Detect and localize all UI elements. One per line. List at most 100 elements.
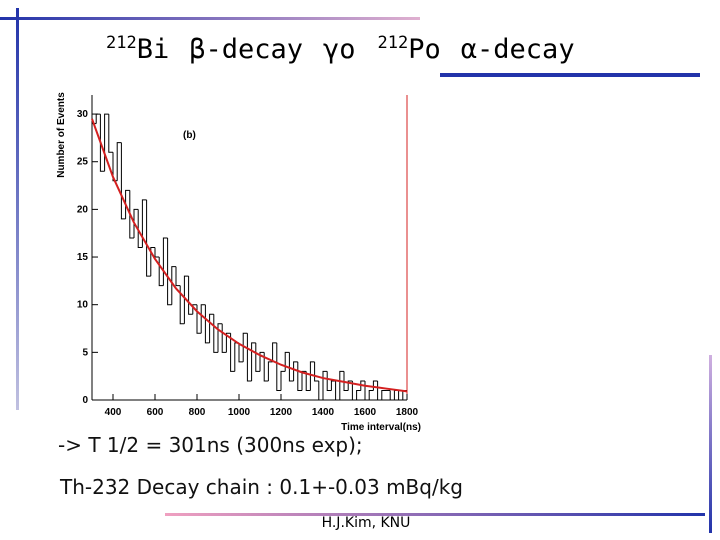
histogram-bin	[398, 390, 403, 401]
y-tick-label: 20	[77, 204, 89, 215]
histogram-bin	[389, 390, 395, 401]
histogram-bin	[120, 142, 126, 220]
histogram-bin	[238, 342, 244, 363]
title-sup: 212	[378, 33, 409, 53]
note-line: -> T 1/2 = 301ns (300ns exp);	[58, 433, 363, 457]
y-tick-label: 15	[77, 252, 89, 263]
histogram-bin	[137, 209, 143, 248]
histogram-bin	[150, 247, 155, 277]
histogram-bin	[188, 276, 193, 315]
histogram-bin	[179, 285, 185, 325]
title-part: Bi	[137, 34, 170, 65]
histogram-bin	[280, 370, 286, 391]
x-tick-label: 400	[105, 407, 122, 418]
histogram-bin	[196, 304, 202, 334]
slide-title: 212Bi β-decay γo 212Po α-decay	[106, 33, 575, 65]
histogram-bin	[339, 370, 344, 400]
chart: 0 5 10 15 20 25 30 400 600 800 1000 1200 1400 1600 180…	[56, 92, 421, 433]
histogram-bin	[297, 361, 302, 391]
y-tick-label: 0	[82, 395, 88, 406]
histogram-bin	[108, 114, 113, 153]
fit-curve	[91, 118, 408, 393]
histogram-bin	[372, 380, 378, 391]
histogram-bin	[213, 314, 218, 353]
annotation: (b)	[183, 130, 196, 141]
histogram-bin	[318, 380, 323, 401]
histogram-bin	[91, 123, 97, 400]
histogram-bin	[209, 313, 214, 343]
x-tick-label: 1000	[228, 407, 251, 418]
histogram-bin	[154, 247, 160, 258]
histogram-bin	[305, 371, 311, 391]
histogram-bin	[309, 361, 315, 391]
x-axis-label: Time interval(ns)	[341, 422, 421, 433]
footer: H.J.Kim, KNU	[322, 515, 411, 531]
histogram-bin	[221, 323, 227, 353]
decor-line	[440, 73, 700, 77]
decor-line	[709, 355, 712, 533]
histogram-bin	[272, 342, 277, 362]
histogram-bin	[225, 332, 231, 353]
histogram-bin	[314, 361, 319, 382]
histogram-bin	[364, 380, 370, 401]
title-part: β-decay	[189, 34, 303, 65]
y-tick-label: 5	[82, 347, 88, 358]
histogram-bin	[167, 237, 172, 306]
decor-line	[16, 8, 19, 410]
title-text: 212Bi β-decay γo 212Po α-decay	[106, 33, 575, 65]
histogram-bin	[162, 237, 168, 286]
histogram-bin	[242, 332, 248, 362]
histogram-bin	[217, 323, 223, 353]
x-tick-label: 1800	[396, 407, 419, 418]
histogram-bin	[263, 352, 269, 382]
x-tick-label: 600	[147, 407, 164, 418]
histogram-bin	[267, 361, 273, 381]
y-tick-label: 10	[77, 300, 89, 311]
histogram-bin	[116, 142, 122, 181]
histogram-bin	[335, 380, 340, 401]
histogram-bin	[246, 333, 252, 382]
y-axis-label: Number of Events	[56, 92, 67, 178]
histogram-bin	[171, 266, 176, 305]
histogram-bin	[234, 342, 239, 372]
histogram-bin	[230, 333, 235, 372]
histogram-bin	[322, 370, 328, 400]
histogram-bin	[175, 266, 181, 287]
histogram-bin	[125, 189, 130, 219]
histogram-bin	[204, 304, 210, 344]
histogram-bin	[293, 361, 298, 381]
histogram-bin	[377, 380, 382, 401]
histogram-bin	[146, 199, 151, 277]
histogram-bin	[259, 351, 265, 372]
histogram-bin	[381, 389, 386, 400]
decor-line	[0, 17, 420, 20]
x-tick-label: 1200	[270, 407, 293, 418]
histogram-bin	[288, 352, 294, 382]
y-tick-label: 25	[77, 157, 89, 168]
histogram-bin	[141, 199, 147, 248]
histogram-bin	[129, 190, 134, 239]
histogram-bin	[326, 371, 332, 391]
histogram-bin	[368, 389, 374, 400]
x-tick-label: 1600	[354, 407, 377, 418]
y-tick-label: 30	[77, 109, 89, 120]
histogram-bin	[95, 113, 101, 124]
histogram-bin	[393, 389, 399, 400]
note-line: Th-232 Decay chain : 0.1+-0.03 mBq/kg	[59, 475, 463, 499]
histogram-bin	[200, 304, 206, 334]
histogram-bin	[255, 342, 260, 372]
histogram-bin	[251, 342, 256, 381]
histogram-bin	[356, 389, 361, 400]
histogram-bin	[360, 380, 365, 391]
histogram-bin	[183, 275, 189, 324]
histogram-bin	[351, 380, 357, 401]
histogram-bin	[347, 380, 353, 391]
histogram-bin	[330, 380, 336, 391]
histogram-bin	[133, 208, 139, 238]
histogram-bin	[192, 304, 197, 315]
histogram-bin	[284, 351, 290, 372]
title-part: Po	[408, 34, 441, 65]
histogram-bin	[343, 371, 349, 391]
title-part: α-decay	[461, 34, 575, 65]
histogram-bin	[99, 114, 105, 172]
